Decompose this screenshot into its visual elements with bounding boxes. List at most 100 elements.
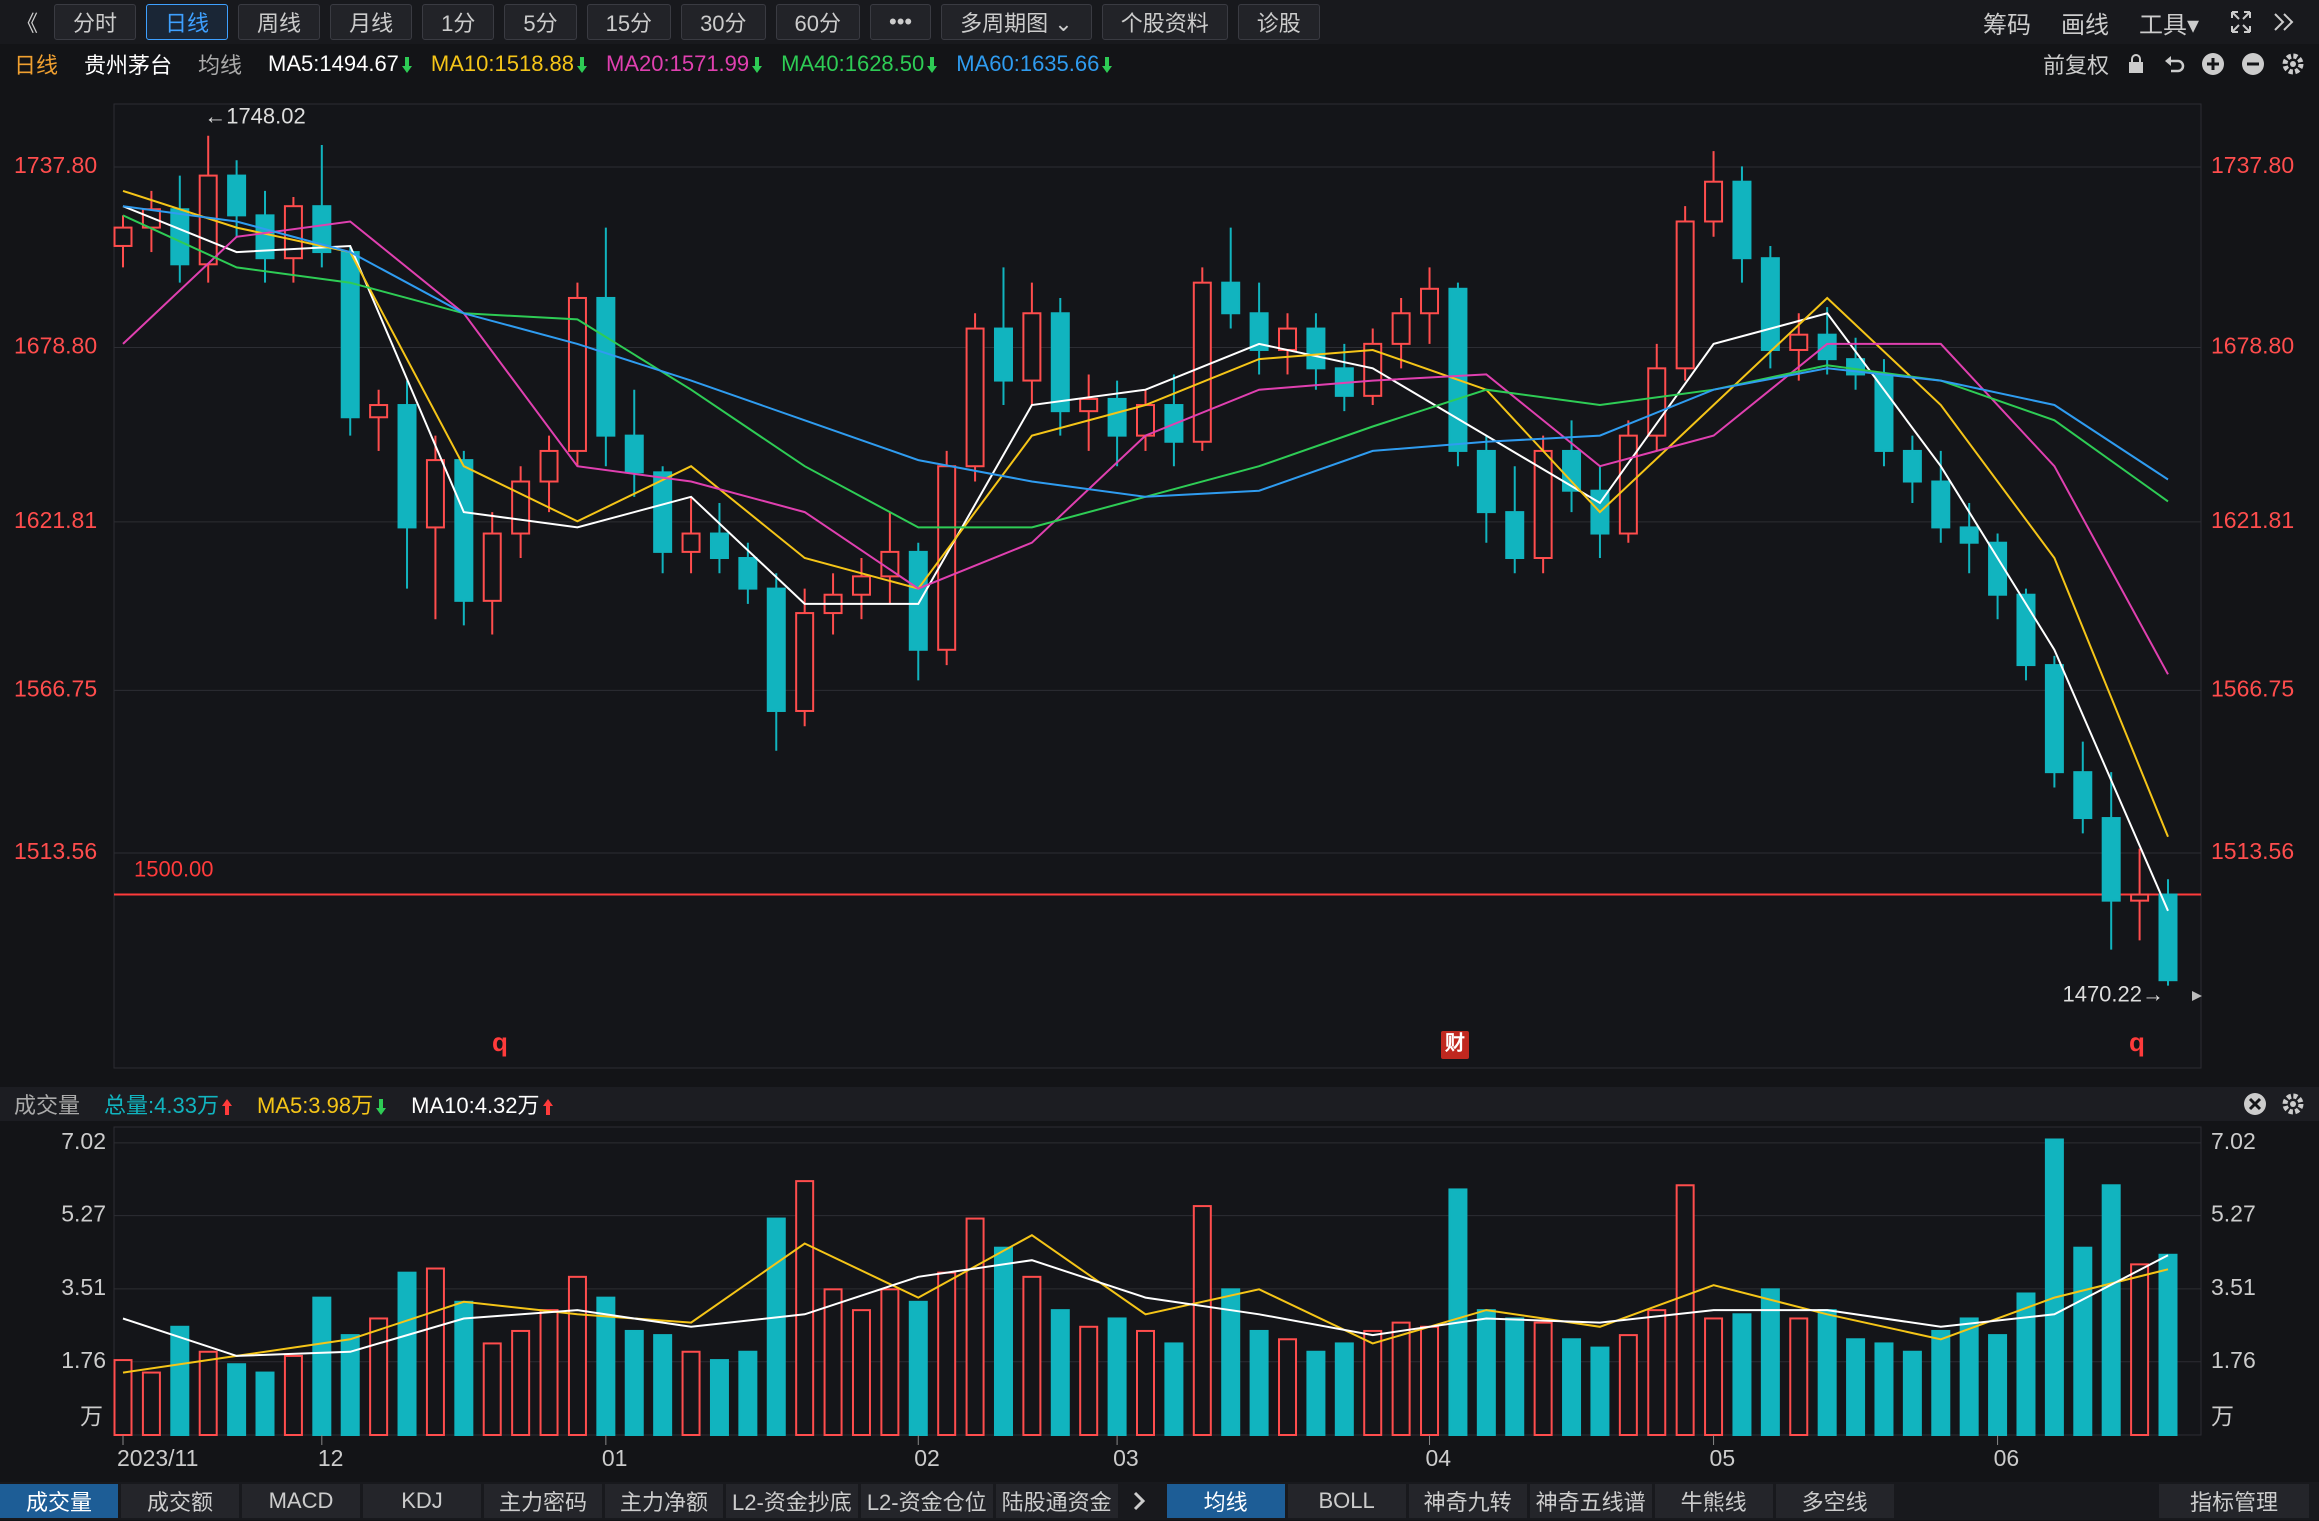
candle-body	[2158, 893, 2178, 982]
volume-bar	[369, 1317, 389, 1437]
indicator-tab[interactable]: 均线	[1166, 1484, 1285, 1518]
trend-arrow	[221, 1099, 232, 1116]
indicator-manage[interactable]: 指标管理	[2159, 1484, 2309, 1518]
ma-legend-item: MA60:1635.66	[956, 51, 1113, 77]
event-box	[1441, 1031, 1469, 1059]
indicator-tab[interactable]: BOLL	[1287, 1484, 1406, 1518]
volume-bar	[1476, 1309, 1496, 1436]
volume-bar	[1902, 1350, 1922, 1436]
period-button[interactable]: 周线	[238, 4, 321, 40]
window-icons[interactable]	[2229, 9, 2299, 35]
indicator-tab[interactable]: 神奇九转	[1408, 1484, 1527, 1518]
period-button[interactable]: 日线	[146, 4, 229, 40]
period-button[interactable]: 分时	[54, 4, 137, 40]
volume-bar	[1562, 1338, 1582, 1436]
volume-bar	[1959, 1317, 1979, 1437]
ma-line	[122, 1234, 2169, 1374]
adjust-mode[interactable]: 前复权	[2042, 53, 2109, 78]
volume-bar	[1817, 1309, 1837, 1436]
candle-body	[1391, 312, 1411, 345]
indicator-tab[interactable]: L2-资金抄底	[726, 1484, 858, 1518]
price-pointer	[2192, 991, 2202, 1001]
trend-arrow	[401, 57, 412, 74]
period-button[interactable]: 60分	[775, 4, 861, 40]
volume-bar	[1192, 1205, 1212, 1436]
period-button[interactable]: 《	[16, 11, 39, 36]
candle-body	[1902, 449, 1922, 483]
period-button[interactable]: •••	[870, 4, 932, 40]
candle-body	[1306, 327, 1326, 370]
candle-body	[653, 471, 673, 553]
x-tick-label: 02	[914, 1445, 940, 1471]
volume-bar	[1618, 1334, 1638, 1437]
volume-options	[2243, 1092, 2305, 1116]
indicator-tab[interactable]: 牛熊线	[1654, 1484, 1773, 1518]
volume-bar	[2130, 1263, 2150, 1436]
chart-options: 前复权	[2043, 44, 2305, 84]
y-tick-label-right: 1.76	[2211, 1347, 2256, 1373]
indicator-tab[interactable]: 主力净额	[605, 1484, 723, 1518]
period-button[interactable]: 月线	[330, 4, 413, 40]
indicator-tab[interactable]: 成交量	[0, 1484, 118, 1518]
volume-bar	[2073, 1246, 2093, 1437]
volume-bar	[511, 1329, 531, 1436]
indicator-tab[interactable]: KDJ	[363, 1484, 481, 1518]
indicator-tab[interactable]: 多空线	[1775, 1484, 1894, 1518]
lock-icon[interactable]	[2125, 53, 2147, 75]
ma-legend-item: MA5:1494.67	[268, 51, 413, 77]
volume-bar	[1874, 1342, 1894, 1436]
undo-icon[interactable]	[2163, 53, 2185, 75]
y-tick-label-right: 1513.56	[2211, 838, 2294, 864]
ma-label[interactable]: 均线	[198, 53, 243, 78]
candle-body	[709, 532, 729, 560]
volume-bar	[567, 1275, 587, 1437]
period-button[interactable]: 1分	[422, 4, 495, 40]
candle-body	[738, 557, 758, 590]
candle-body	[2101, 817, 2121, 902]
indicator-tab[interactable]: 主力密码	[484, 1484, 602, 1518]
settings-icon[interactable]	[2281, 52, 2305, 76]
volume-bar	[255, 1371, 275, 1437]
volume-bar	[2101, 1184, 2121, 1436]
tool-button[interactable]: 画线	[2060, 11, 2109, 39]
zoom-out-icon[interactable]	[2241, 52, 2265, 76]
close-icon[interactable]	[2243, 1092, 2267, 1116]
period-button[interactable]: 个股资料	[1101, 4, 1228, 40]
volume-bar	[1164, 1342, 1184, 1436]
tool-button[interactable]: 筹码	[1982, 11, 2031, 39]
volume-bar	[539, 1309, 559, 1436]
period-button[interactable]: 5分	[504, 4, 577, 40]
volume-bar	[170, 1325, 190, 1437]
candle-body	[1278, 327, 1298, 351]
settings-icon[interactable]	[2281, 1092, 2305, 1116]
indicator-tab[interactable]: MACD	[242, 1484, 360, 1518]
trend-arrow	[542, 1099, 553, 1116]
candle-body	[1817, 333, 1837, 361]
candle-body	[1988, 541, 2008, 596]
volume-bar	[1306, 1350, 1326, 1436]
tool-button[interactable]: 工具▾	[2138, 11, 2199, 39]
zoom-in-icon[interactable]	[2201, 52, 2225, 76]
x-tick-label: 2023/11	[117, 1445, 198, 1471]
period-button[interactable]: 诊股	[1237, 4, 1320, 40]
period-button[interactable]: 15分	[586, 4, 672, 40]
indicator-tab[interactable]: L2-资金仓位	[860, 1484, 993, 1518]
volume-bar	[1704, 1317, 1724, 1437]
volume-title: 成交量	[14, 1093, 81, 1118]
y-tick-label: 1678.80	[14, 333, 97, 359]
indicator-tab[interactable]: 神奇五线谱	[1529, 1484, 1652, 1518]
volume-bar	[738, 1350, 758, 1436]
indicator-tab[interactable]: 成交额	[121, 1484, 239, 1518]
y-tick-label: 1.76	[61, 1347, 106, 1373]
tab-scroll[interactable]	[1121, 1484, 1157, 1518]
candle-body	[369, 404, 389, 419]
indicator-tab[interactable]: 陆股通资金	[995, 1484, 1118, 1518]
candle-body	[1022, 312, 1042, 382]
stock-name[interactable]: 贵州茅台	[84, 53, 173, 78]
volume-bar	[653, 1334, 673, 1437]
trend-arrow	[927, 57, 938, 74]
y-tick-label-right: 1566.75	[2211, 675, 2294, 701]
period-button[interactable]: 多周期图 ⌄	[941, 4, 1092, 40]
period-button[interactable]: 30分	[681, 4, 766, 40]
